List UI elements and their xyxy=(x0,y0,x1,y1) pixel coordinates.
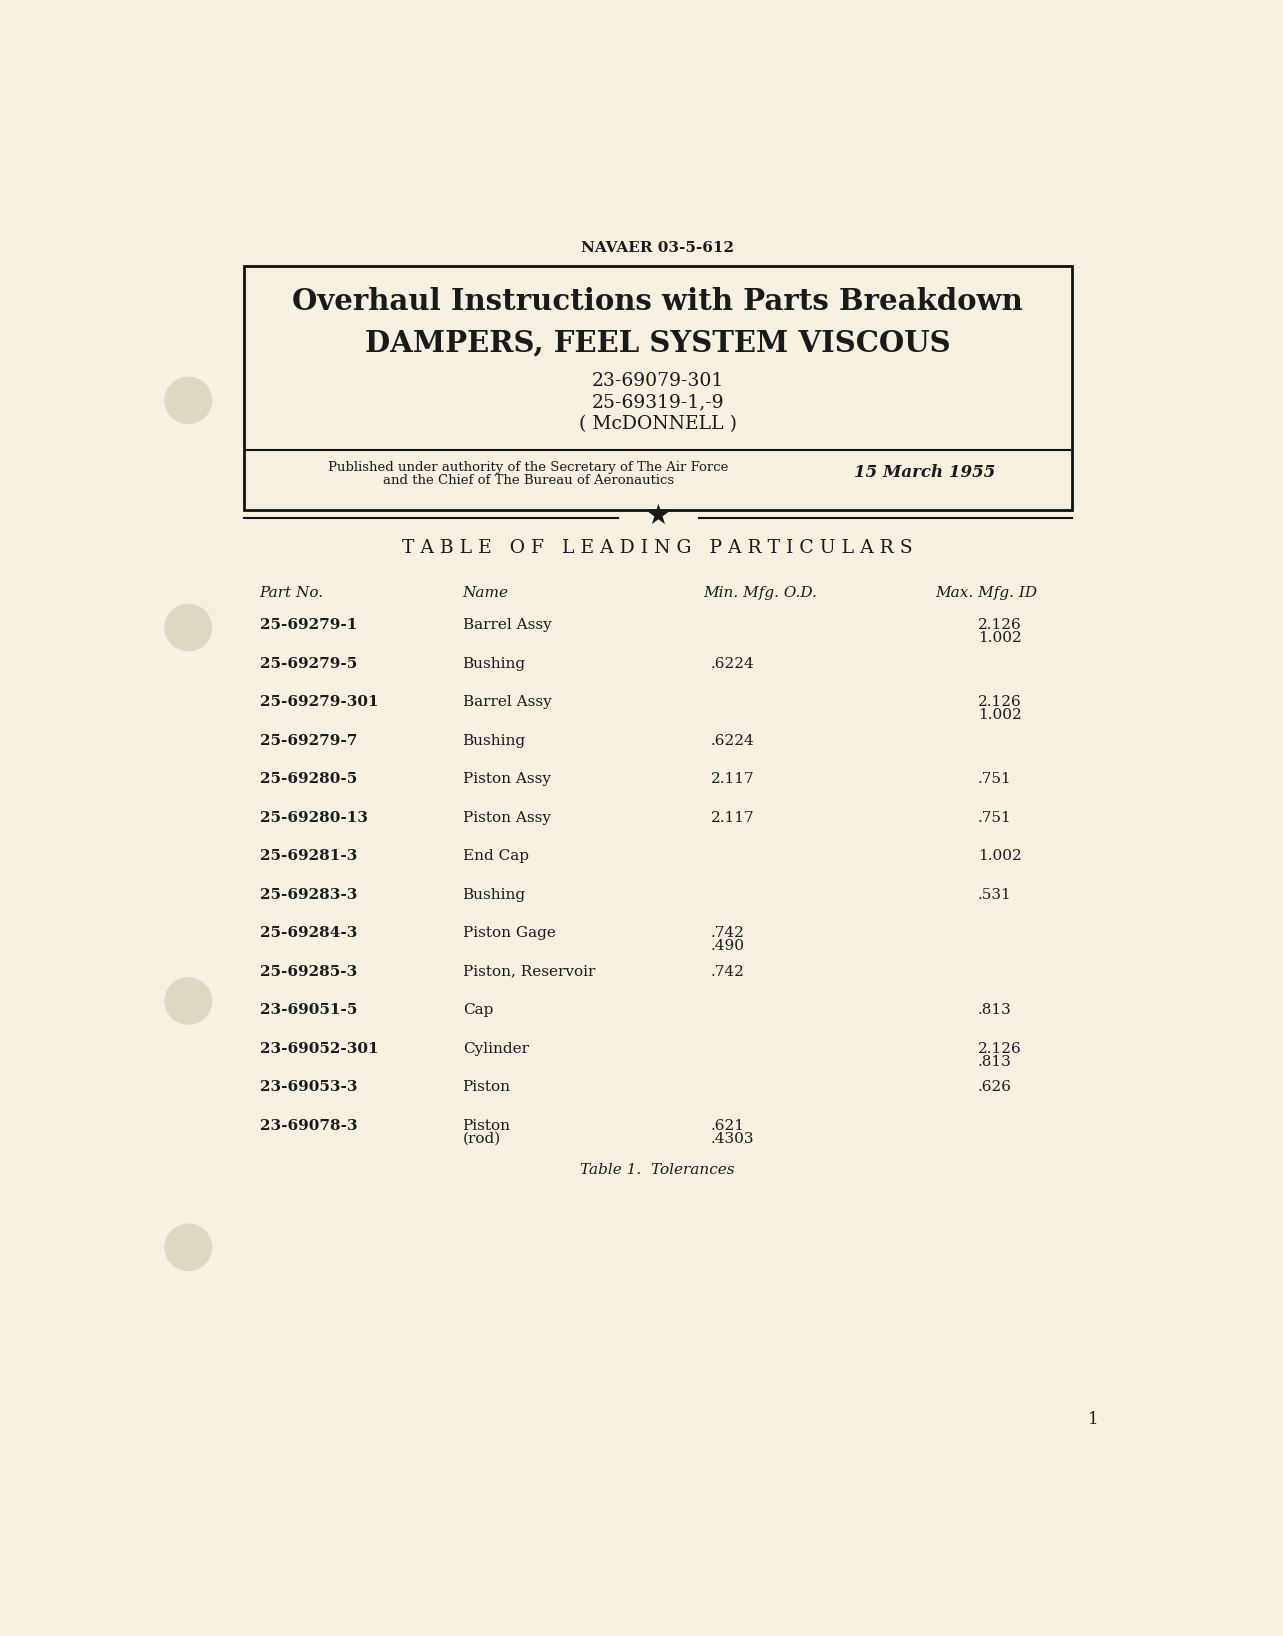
Text: 2.117: 2.117 xyxy=(711,772,754,787)
Text: Piston: Piston xyxy=(463,1080,511,1094)
Text: .531: .531 xyxy=(978,888,1012,901)
Circle shape xyxy=(166,1224,212,1271)
Text: 25-69280-13: 25-69280-13 xyxy=(259,811,367,825)
Text: 25-69285-3: 25-69285-3 xyxy=(259,965,357,978)
Text: 25-69280-5: 25-69280-5 xyxy=(259,772,357,787)
Text: 25-69279-1: 25-69279-1 xyxy=(259,618,357,631)
Text: 25-69279-5: 25-69279-5 xyxy=(259,656,357,671)
Text: Bushing: Bushing xyxy=(463,735,526,748)
Text: .751: .751 xyxy=(978,772,1012,787)
Bar xyxy=(244,265,1071,510)
Text: 1.002: 1.002 xyxy=(978,849,1021,864)
Text: 1.002: 1.002 xyxy=(978,631,1021,645)
Text: NAVAER 03-5-612: NAVAER 03-5-612 xyxy=(581,240,734,255)
Text: Barrel Assy: Barrel Assy xyxy=(463,618,552,631)
Circle shape xyxy=(166,378,212,424)
Text: 23-69078-3: 23-69078-3 xyxy=(259,1119,357,1132)
Text: Min. Mfg. O.D.: Min. Mfg. O.D. xyxy=(703,586,817,600)
Text: .6224: .6224 xyxy=(711,735,754,748)
Text: Piston, Reservoir: Piston, Reservoir xyxy=(463,965,595,978)
Text: 15 March 1955: 15 March 1955 xyxy=(854,465,996,481)
Circle shape xyxy=(166,978,212,1024)
Text: .742: .742 xyxy=(711,926,744,941)
Text: .490: .490 xyxy=(711,939,744,954)
Text: Piston Gage: Piston Gage xyxy=(463,926,556,941)
Text: Barrel Assy: Barrel Assy xyxy=(463,695,552,710)
Text: ( McDONNELL ): ( McDONNELL ) xyxy=(579,416,736,434)
Text: 1.002: 1.002 xyxy=(978,708,1021,723)
Text: .621: .621 xyxy=(711,1119,744,1132)
Text: and the Chief of The Bureau of Aeronautics: and the Chief of The Bureau of Aeronauti… xyxy=(382,474,674,488)
Text: Max. Mfg. ID: Max. Mfg. ID xyxy=(935,586,1038,600)
Text: .742: .742 xyxy=(711,965,744,978)
Text: Part No.: Part No. xyxy=(259,586,323,600)
Text: Bushing: Bushing xyxy=(463,656,526,671)
Text: 25-69319-1,-9: 25-69319-1,-9 xyxy=(591,393,724,411)
Text: 2.126: 2.126 xyxy=(978,695,1021,710)
Circle shape xyxy=(166,604,212,651)
Text: Piston Assy: Piston Assy xyxy=(463,811,550,825)
Text: .813: .813 xyxy=(978,1003,1012,1018)
Text: Published under authority of the Secretary of The Air Force: Published under authority of the Secreta… xyxy=(328,461,729,474)
Text: 2.126: 2.126 xyxy=(978,1042,1021,1055)
Text: .6224: .6224 xyxy=(711,656,754,671)
Text: 2.117: 2.117 xyxy=(711,811,754,825)
Text: .4303: .4303 xyxy=(711,1132,754,1145)
Text: Cylinder: Cylinder xyxy=(463,1042,529,1055)
Text: .751: .751 xyxy=(978,811,1012,825)
Text: 2.126: 2.126 xyxy=(978,618,1021,631)
Text: ★: ★ xyxy=(645,502,670,530)
Text: 23-69079-301: 23-69079-301 xyxy=(591,371,724,389)
Text: Piston Assy: Piston Assy xyxy=(463,772,550,787)
Text: (rod): (rod) xyxy=(463,1132,500,1145)
Text: Cap: Cap xyxy=(463,1003,493,1018)
Text: End Cap: End Cap xyxy=(463,849,529,864)
Text: 25-69279-301: 25-69279-301 xyxy=(259,695,378,710)
Text: Table 1.  Tolerances: Table 1. Tolerances xyxy=(580,1163,735,1178)
Text: 25-69279-7: 25-69279-7 xyxy=(259,735,357,748)
Text: 23-69053-3: 23-69053-3 xyxy=(259,1080,357,1094)
Text: 25-69283-3: 25-69283-3 xyxy=(259,888,357,901)
Text: Piston: Piston xyxy=(463,1119,511,1132)
Text: 23-69052-301: 23-69052-301 xyxy=(259,1042,378,1055)
Text: 25-69284-3: 25-69284-3 xyxy=(259,926,357,941)
Text: .813: .813 xyxy=(978,1055,1012,1068)
Text: .626: .626 xyxy=(978,1080,1012,1094)
Text: 25-69281-3: 25-69281-3 xyxy=(259,849,357,864)
Text: Overhaul Instructions with Parts Breakdown: Overhaul Instructions with Parts Breakdo… xyxy=(293,288,1023,316)
Text: T A B L E   O F   L E A D I N G   P A R T I C U L A R S: T A B L E O F L E A D I N G P A R T I C … xyxy=(403,538,912,556)
Text: DAMPERS, FEEL SYSTEM VISCOUS: DAMPERS, FEEL SYSTEM VISCOUS xyxy=(364,329,951,358)
Text: 23-69051-5: 23-69051-5 xyxy=(259,1003,357,1018)
Text: Bushing: Bushing xyxy=(463,888,526,901)
Text: Name: Name xyxy=(463,586,508,600)
Text: 1: 1 xyxy=(1088,1412,1098,1428)
